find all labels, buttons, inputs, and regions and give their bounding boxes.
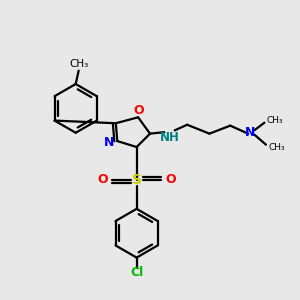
Text: CH₃: CH₃ [70, 59, 89, 69]
Text: O: O [98, 173, 108, 186]
Text: N: N [104, 136, 114, 149]
Text: NH: NH [159, 131, 179, 144]
Text: O: O [165, 173, 175, 186]
Text: S: S [132, 173, 142, 187]
Text: Cl: Cl [130, 266, 143, 279]
Text: CH₃: CH₃ [266, 116, 283, 125]
Text: O: O [134, 104, 144, 117]
Text: CH₃: CH₃ [268, 142, 285, 152]
Text: N: N [244, 126, 255, 139]
